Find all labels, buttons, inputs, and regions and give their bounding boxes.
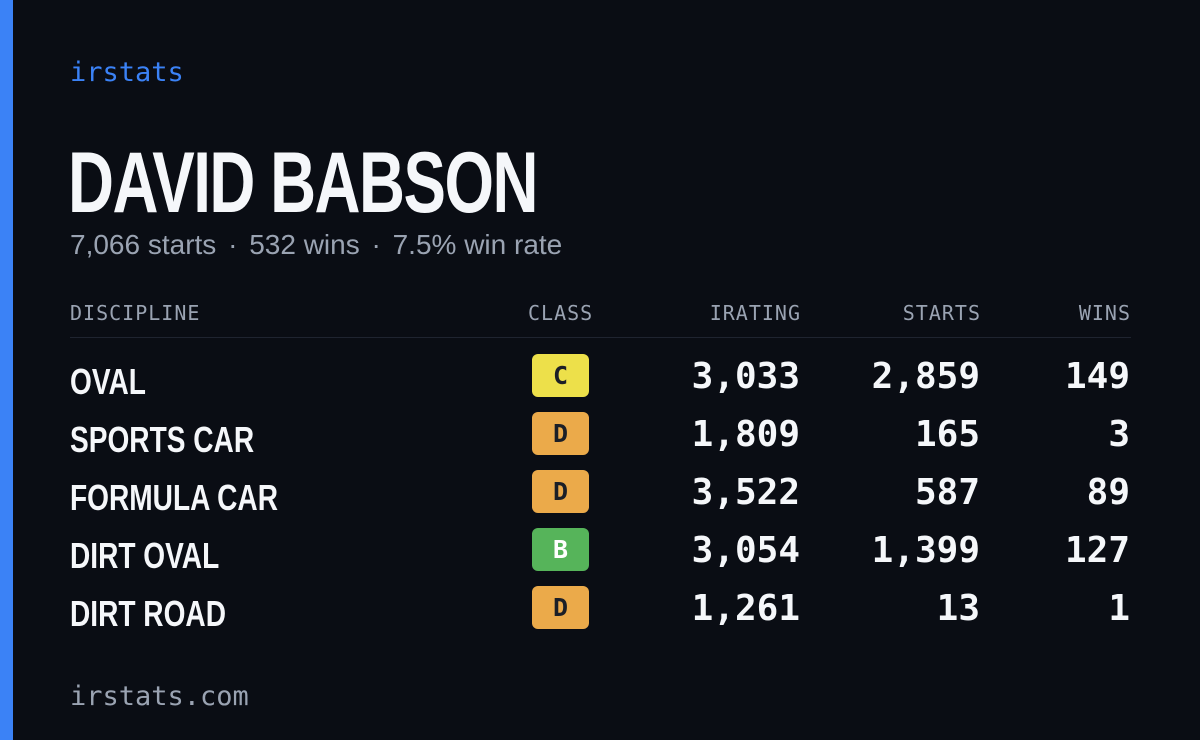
- brand-logo-text: irstats: [70, 57, 184, 88]
- row-irating: 1,261: [691, 588, 800, 629]
- class-badge: D: [532, 586, 589, 629]
- row-wins: 3: [1108, 414, 1130, 455]
- summary-starts: 7,066 starts: [70, 229, 217, 260]
- class-badge: C: [532, 354, 589, 397]
- row-wins: 127: [1064, 530, 1130, 571]
- row-irating: 3,522: [691, 472, 800, 513]
- header-starts: STARTS: [902, 301, 981, 325]
- row-starts: 1,399: [871, 530, 980, 571]
- class-badge: D: [532, 412, 589, 455]
- row-discipline: DIRT OVAL: [70, 535, 220, 576]
- class-badge: D: [532, 470, 589, 513]
- table-row: SPORTS CAR D 1,809 165 3: [70, 412, 1131, 470]
- row-wins: 89: [1086, 472, 1130, 513]
- table-row: OVAL C 3,033 2,859 149: [70, 354, 1131, 412]
- table-row: FORMULA CAR D 3,522 587 89: [70, 470, 1131, 528]
- row-irating: 1,809: [691, 414, 800, 455]
- row-discipline: DIRT ROAD: [70, 593, 226, 634]
- row-starts: 2,859: [871, 356, 980, 397]
- summary-separator: ·: [371, 229, 381, 260]
- header-class: CLASS: [528, 301, 594, 325]
- row-irating: 3,054: [691, 530, 800, 571]
- header-wins: WINS: [1078, 301, 1131, 325]
- row-discipline: FORMULA CAR: [70, 477, 278, 518]
- table-header: DISCIPLINE CLASS IRATING STARTS WINS: [70, 299, 1131, 338]
- summary-wins: 532 wins: [249, 229, 360, 260]
- footer-url: irstats.com: [70, 681, 249, 712]
- summary-separator: ·: [228, 229, 238, 260]
- row-starts: 165: [914, 414, 980, 455]
- header-discipline: DISCIPLINE: [70, 301, 201, 325]
- row-starts: 587: [914, 472, 980, 513]
- row-starts: 13: [936, 588, 980, 629]
- row-discipline: SPORTS CAR: [70, 419, 255, 460]
- summary-win-rate: 7.5% win rate: [392, 229, 563, 260]
- career-summary: 7,066 starts · 532 wins · 7.5% win rate: [70, 228, 562, 262]
- accent-bar: [0, 0, 13, 740]
- table-row: DIRT ROAD D 1,261 13 1: [70, 586, 1131, 644]
- class-badge: B: [532, 528, 589, 571]
- header-irating: IRATING: [709, 301, 801, 325]
- row-wins: 1: [1108, 588, 1130, 629]
- row-irating: 3,033: [691, 356, 800, 397]
- row-discipline: OVAL: [70, 361, 146, 402]
- driver-name: DAVID BABSON: [68, 135, 538, 231]
- row-wins: 149: [1064, 356, 1130, 397]
- table-row: DIRT OVAL B 3,054 1,399 127: [70, 528, 1131, 586]
